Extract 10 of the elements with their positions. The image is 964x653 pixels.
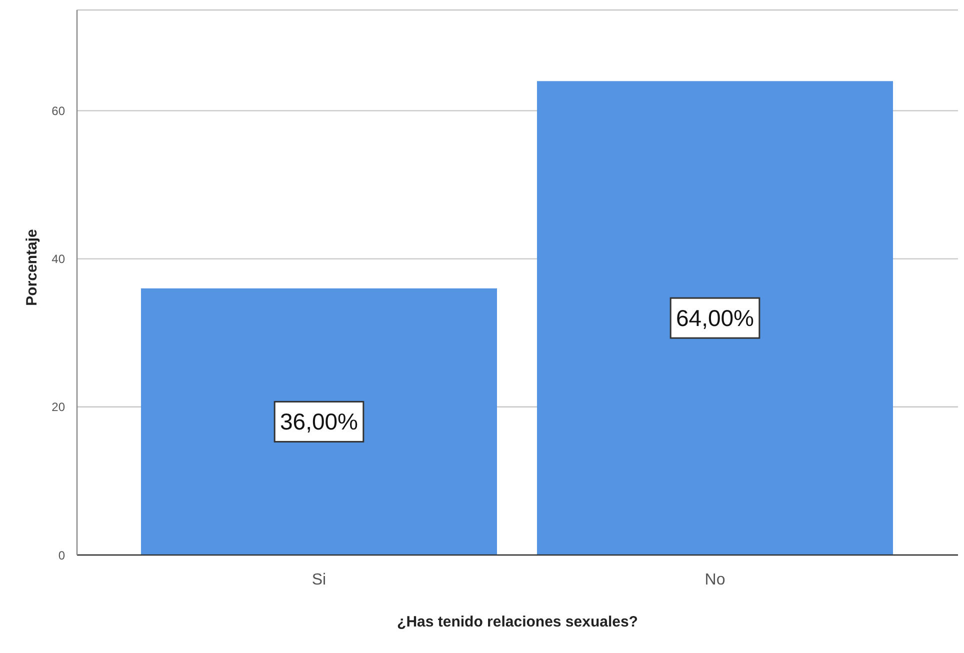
y-tick-label: 40: [52, 252, 66, 266]
y-tick-label: 0: [58, 548, 66, 562]
y-tick-label: 60: [52, 104, 66, 118]
x-axis-title: ¿Has tenido relaciones sexuales?: [397, 614, 638, 630]
data-label: 64,00%: [676, 305, 754, 332]
y-axis-title: Porcentaje: [24, 229, 40, 306]
x-tick-label: No: [704, 571, 726, 588]
y-tick-label: 20: [52, 400, 66, 414]
data-label: 36,00%: [280, 408, 358, 435]
x-tick-label: Si: [312, 571, 326, 588]
